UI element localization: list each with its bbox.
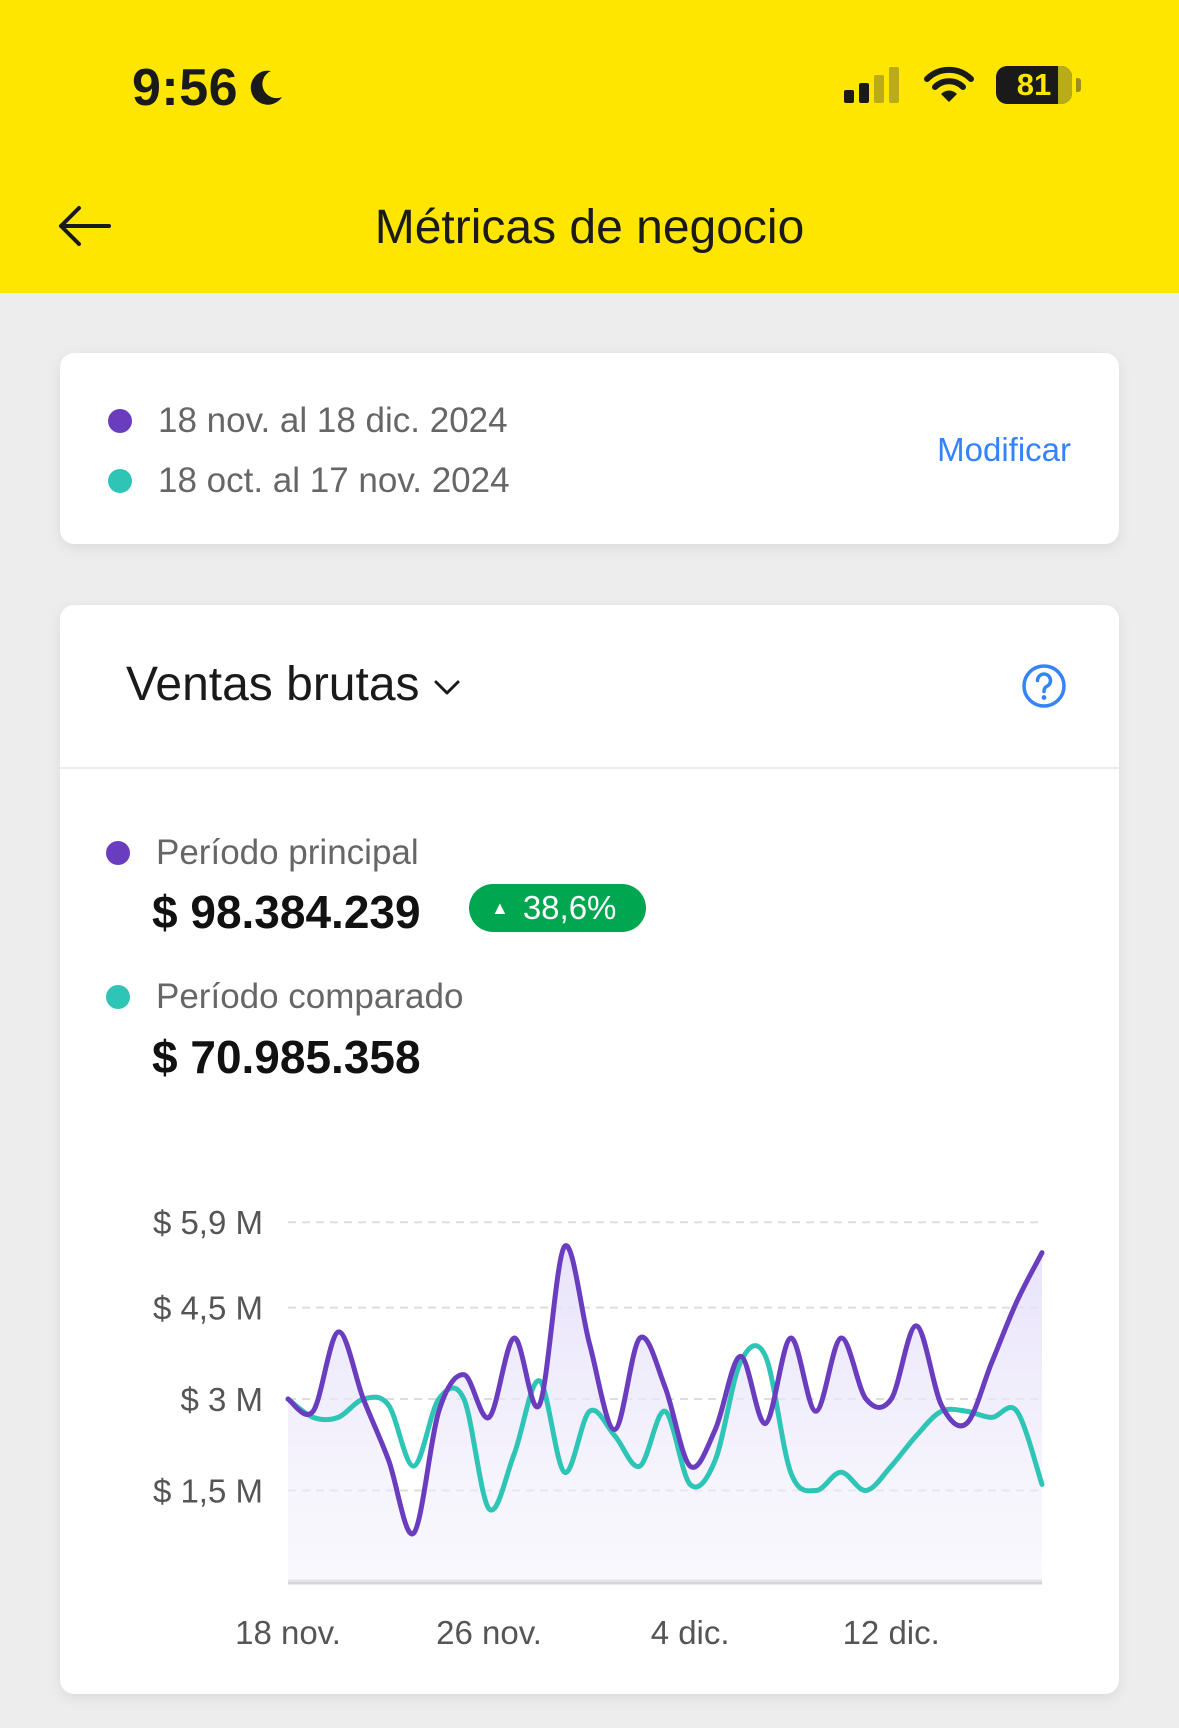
- page-title: Métricas de negocio: [374, 201, 805, 254]
- app-header: 9:56 81 Métricas de negocio: [0, 0, 1179, 293]
- metric-dropdown[interactable]: Ventas brutas: [126, 657, 466, 712]
- battery-icon: 81: [996, 66, 1072, 104]
- primary-amount: $ 98.384.239: [152, 886, 421, 938]
- y-tick-label: $ 3 M: [180, 1381, 263, 1418]
- period-card: 18 nov. al 18 dic. 2024 18 oct. al 17 no…: [60, 353, 1119, 544]
- y-tick-label: $ 4,5 M: [153, 1290, 263, 1327]
- x-tick-label: 26 nov.: [436, 1614, 542, 1651]
- sales-card: Ventas brutas Período principal $ 98.384…: [60, 605, 1119, 1694]
- status-bar-icons: 81: [844, 66, 1081, 104]
- primary-legend: Período principal: [106, 833, 419, 873]
- primary-period-range: 18 nov. al 18 dic. 2024: [158, 401, 508, 440]
- primary-legend-label: Período principal: [156, 833, 419, 872]
- x-tick-label: 4 dic.: [651, 1614, 730, 1651]
- moon-icon: [250, 70, 283, 105]
- battery-nub: [1076, 78, 1081, 92]
- primary-legend-dot: [106, 841, 130, 865]
- x-tick-label: 18 nov.: [235, 1614, 341, 1651]
- battery-level: 81: [1016, 67, 1052, 102]
- change-badge: ▲ 38,6%: [469, 884, 647, 932]
- change-badge-value: 38,6%: [522, 889, 617, 926]
- compared-series-line: [285, 1343, 1045, 1513]
- wifi-icon: [924, 66, 974, 102]
- sales-line-chart: $ 5,9 M $ 4,5 M $ 3 M $ 1,5 M 18 nov. 26 nov.…: [153, 1204, 1045, 1651]
- compared-legend: Período comparado: [106, 977, 463, 1017]
- primary-series-line: [285, 1243, 1045, 1537]
- primary-period-row: 18 nov. al 18 dic. 2024: [108, 401, 508, 441]
- primary-period-dot: [108, 409, 132, 433]
- metric-dropdown-label: Ventas brutas: [126, 658, 420, 711]
- y-tick-label: $ 1,5 M: [153, 1473, 263, 1510]
- x-tick-label: 12 dic.: [843, 1614, 940, 1651]
- y-tick-label: $ 5,9 M: [153, 1204, 263, 1241]
- compared-legend-label: Período comparado: [156, 977, 464, 1016]
- compared-period-row: 18 oct. al 17 nov. 2024: [108, 461, 510, 501]
- triangle-up-icon: ▲: [491, 897, 509, 918]
- arrow-left-icon: [59, 206, 111, 246]
- status-bar-time: 9:56: [132, 58, 286, 118]
- back-button[interactable]: [56, 198, 112, 254]
- modify-button[interactable]: Modificar: [937, 431, 1071, 468]
- compared-legend-dot: [106, 985, 130, 1009]
- compared-period-dot: [108, 469, 132, 493]
- sales-card-header: Ventas brutas: [60, 605, 1119, 769]
- signal-icon: [844, 67, 899, 103]
- help-icon[interactable]: [1021, 663, 1067, 709]
- compared-amount: $ 70.985.358: [152, 1031, 421, 1083]
- compared-period-range: 18 oct. al 17 nov. 2024: [158, 461, 510, 500]
- status-time-text: 9:56: [132, 59, 239, 117]
- chevron-down-icon: [434, 680, 460, 694]
